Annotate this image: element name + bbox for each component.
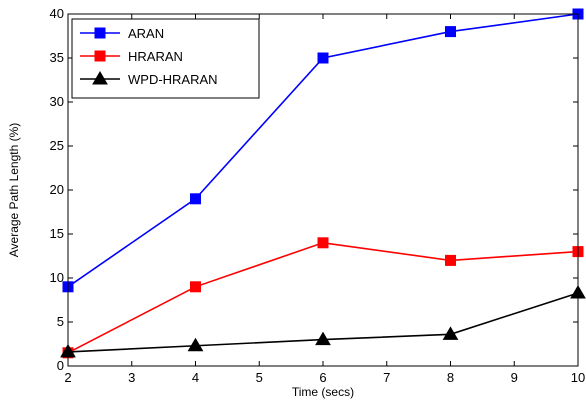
data-point [445,26,456,38]
data-point [190,193,201,205]
axis-layer: 2 3 4 5 6 7 8 9 10 0 5 10 15 20 25 30 35 40 [50,6,586,385]
y-tick-label: 40 [50,6,64,21]
legend-item: HRARAN [80,49,183,64]
x-tick-label: 2 [64,370,71,385]
series-layer [60,8,586,359]
legend-item: WPD-HRARAN [80,71,218,87]
legend-item: ARAN [80,26,164,41]
y-tick-label: 10 [50,270,64,285]
data-point [317,52,329,64]
series-wpd-hraran [60,284,586,358]
data-point [445,254,456,266]
x-tick-label: 3 [128,370,135,385]
x-tick-label: 10 [571,370,585,385]
data-point [187,337,204,352]
x-tick-label: 6 [319,370,326,385]
y-axis-label: Average Path Length (%) [7,123,21,258]
x-tick-label: 7 [383,370,390,385]
data-point [442,326,459,340]
x-tick-label: 9 [511,370,518,385]
data-point [315,331,331,346]
x-tick-label: 8 [447,370,454,385]
data-point [190,281,201,293]
x-axis-label: Time (secs) [292,385,354,399]
y-tick-label: 20 [50,182,64,197]
legend-label: HRARAN [128,49,183,64]
y-tick-label: 15 [50,226,64,241]
y-tick-label: 25 [50,138,64,153]
y-tick-label: 35 [50,50,64,65]
y-tick-label: 5 [57,314,64,329]
legend-marker [94,50,106,62]
legend: ARAN HRARAN WPD-HRARAN [71,18,260,99]
legend-marker [94,27,106,39]
y-tick-label: 0 [57,358,64,373]
legend-label: WPD-HRARAN [128,72,218,87]
data-point [317,237,329,249]
x-tick-label: 4 [192,370,199,385]
legend-label: ARAN [128,26,164,41]
y-tick-label: 30 [50,94,64,109]
x-tick-label: 5 [256,370,263,385]
legend-marker [92,71,108,85]
